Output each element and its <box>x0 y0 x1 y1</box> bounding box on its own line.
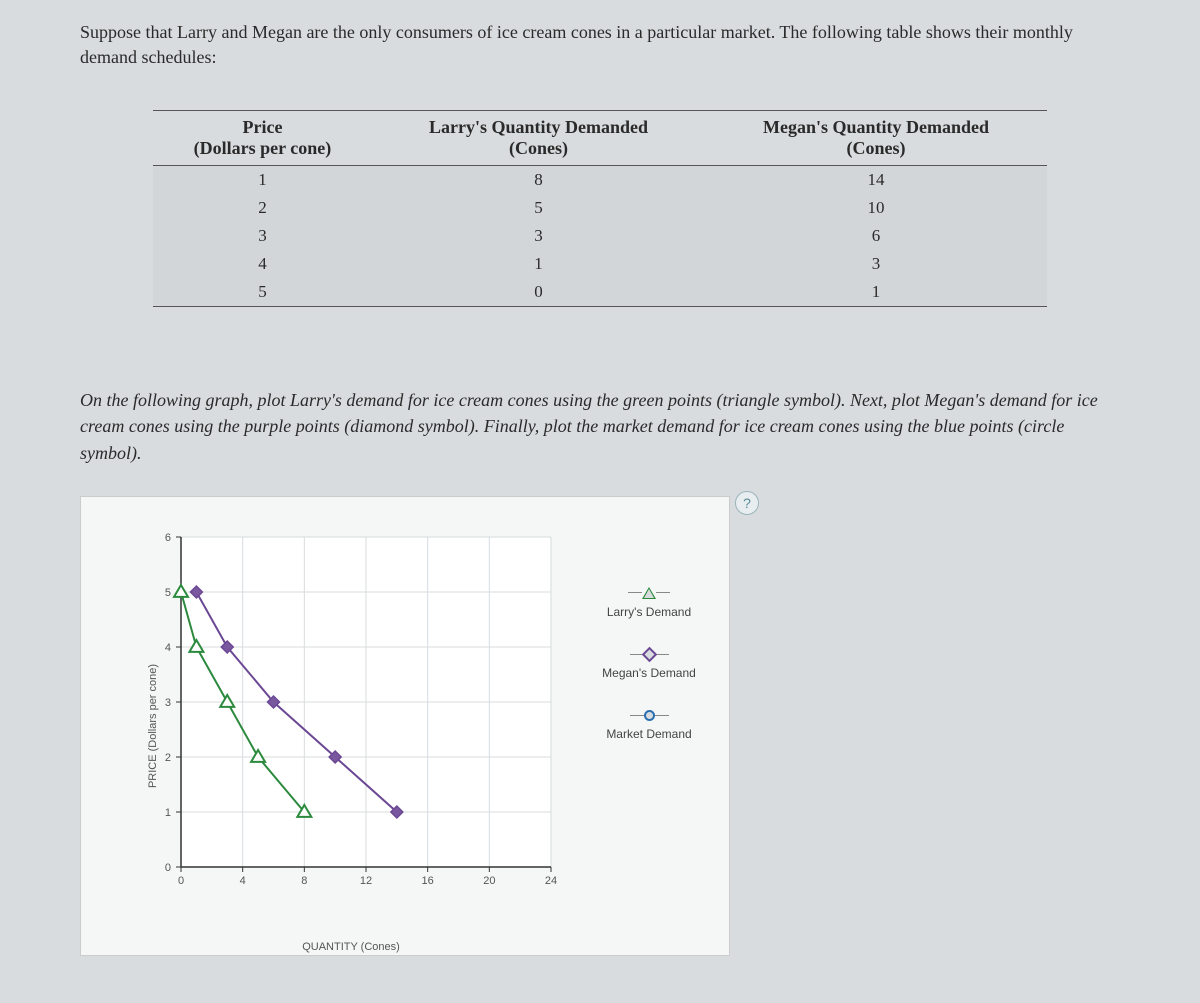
svg-text:6: 6 <box>165 532 171 544</box>
table-cell: 6 <box>705 222 1047 250</box>
table-cell: 2 <box>153 194 372 222</box>
table-cell: 5 <box>153 278 372 307</box>
chart-plot[interactable]: 048121620240123456 <box>141 527 561 907</box>
table-row: 336 <box>153 222 1047 250</box>
table-cell: 1 <box>372 250 705 278</box>
col-price-l1: Price <box>243 117 283 137</box>
table-row: 2510 <box>153 194 1047 222</box>
svg-text:20: 20 <box>483 875 495 887</box>
col-larry-l2: (Cones) <box>382 138 695 159</box>
svg-text:4: 4 <box>240 875 246 887</box>
table-cell: 0 <box>372 278 705 307</box>
table-cell: 1 <box>153 166 372 195</box>
col-megan-l1: Megan's Quantity Demanded <box>763 117 989 137</box>
x-axis-label: QUANTITY (Cones) <box>141 941 561 953</box>
table-body: 18142510336413501 <box>153 166 1047 307</box>
table-cell: 3 <box>372 222 705 250</box>
svg-text:5: 5 <box>165 587 171 599</box>
svg-text:12: 12 <box>360 875 372 887</box>
svg-text:16: 16 <box>422 875 434 887</box>
table-cell: 8 <box>372 166 705 195</box>
svg-text:2: 2 <box>165 752 171 764</box>
col-price-l2: (Dollars per cone) <box>163 138 362 159</box>
table-cell: 3 <box>705 250 1047 278</box>
legend-megan[interactable]: Megan's Demand <box>589 649 709 680</box>
intro-text: Suppose that Larry and Megan are the onl… <box>80 20 1120 70</box>
table-cell: 5 <box>372 194 705 222</box>
circle-icon <box>644 710 655 721</box>
table-row: 1814 <box>153 166 1047 195</box>
table-row: 413 <box>153 250 1047 278</box>
legend-larry[interactable]: Larry's Demand <box>589 587 709 619</box>
col-larry-l1: Larry's Quantity Demanded <box>429 117 648 137</box>
demand-table: Price (Dollars per cone) Larry's Quantit… <box>153 110 1047 307</box>
diamond-icon <box>641 646 657 662</box>
table-cell: 3 <box>153 222 372 250</box>
table-cell: 10 <box>705 194 1047 222</box>
table-cell: 14 <box>705 166 1047 195</box>
svg-text:8: 8 <box>301 875 307 887</box>
table-cell: 4 <box>153 250 372 278</box>
col-megan-l2: (Cones) <box>715 138 1037 159</box>
col-megan: Megan's Quantity Demanded (Cones) <box>705 111 1047 166</box>
svg-text:3: 3 <box>165 697 171 709</box>
legend-connector <box>656 592 670 593</box>
legend-connector <box>628 592 642 593</box>
table-row: 501 <box>153 278 1047 307</box>
help-button[interactable]: ? <box>735 491 759 515</box>
legend-label: Market Demand <box>589 727 709 741</box>
table-cell: 1 <box>705 278 1047 307</box>
svg-text:4: 4 <box>165 642 171 654</box>
chart-container: ? PRICE (Dollars per cone) 0481216202401… <box>80 496 730 956</box>
col-larry: Larry's Quantity Demanded (Cones) <box>372 111 705 166</box>
legend-connector <box>630 715 644 716</box>
legend-market[interactable]: Market Demand <box>589 710 709 741</box>
svg-text:0: 0 <box>178 875 184 887</box>
legend-label: Larry's Demand <box>589 605 709 619</box>
svg-text:24: 24 <box>545 875 557 887</box>
instructions-text: On the following graph, plot Larry's dem… <box>80 387 1120 465</box>
chart-legend: Larry's Demand Megan's Demand Market Dem… <box>589 587 709 771</box>
svg-text:1: 1 <box>165 807 171 819</box>
svg-text:0: 0 <box>165 862 171 874</box>
triangle-icon <box>642 587 656 599</box>
legend-label: Megan's Demand <box>589 666 709 680</box>
legend-connector <box>655 715 669 716</box>
col-price: Price (Dollars per cone) <box>153 111 372 166</box>
